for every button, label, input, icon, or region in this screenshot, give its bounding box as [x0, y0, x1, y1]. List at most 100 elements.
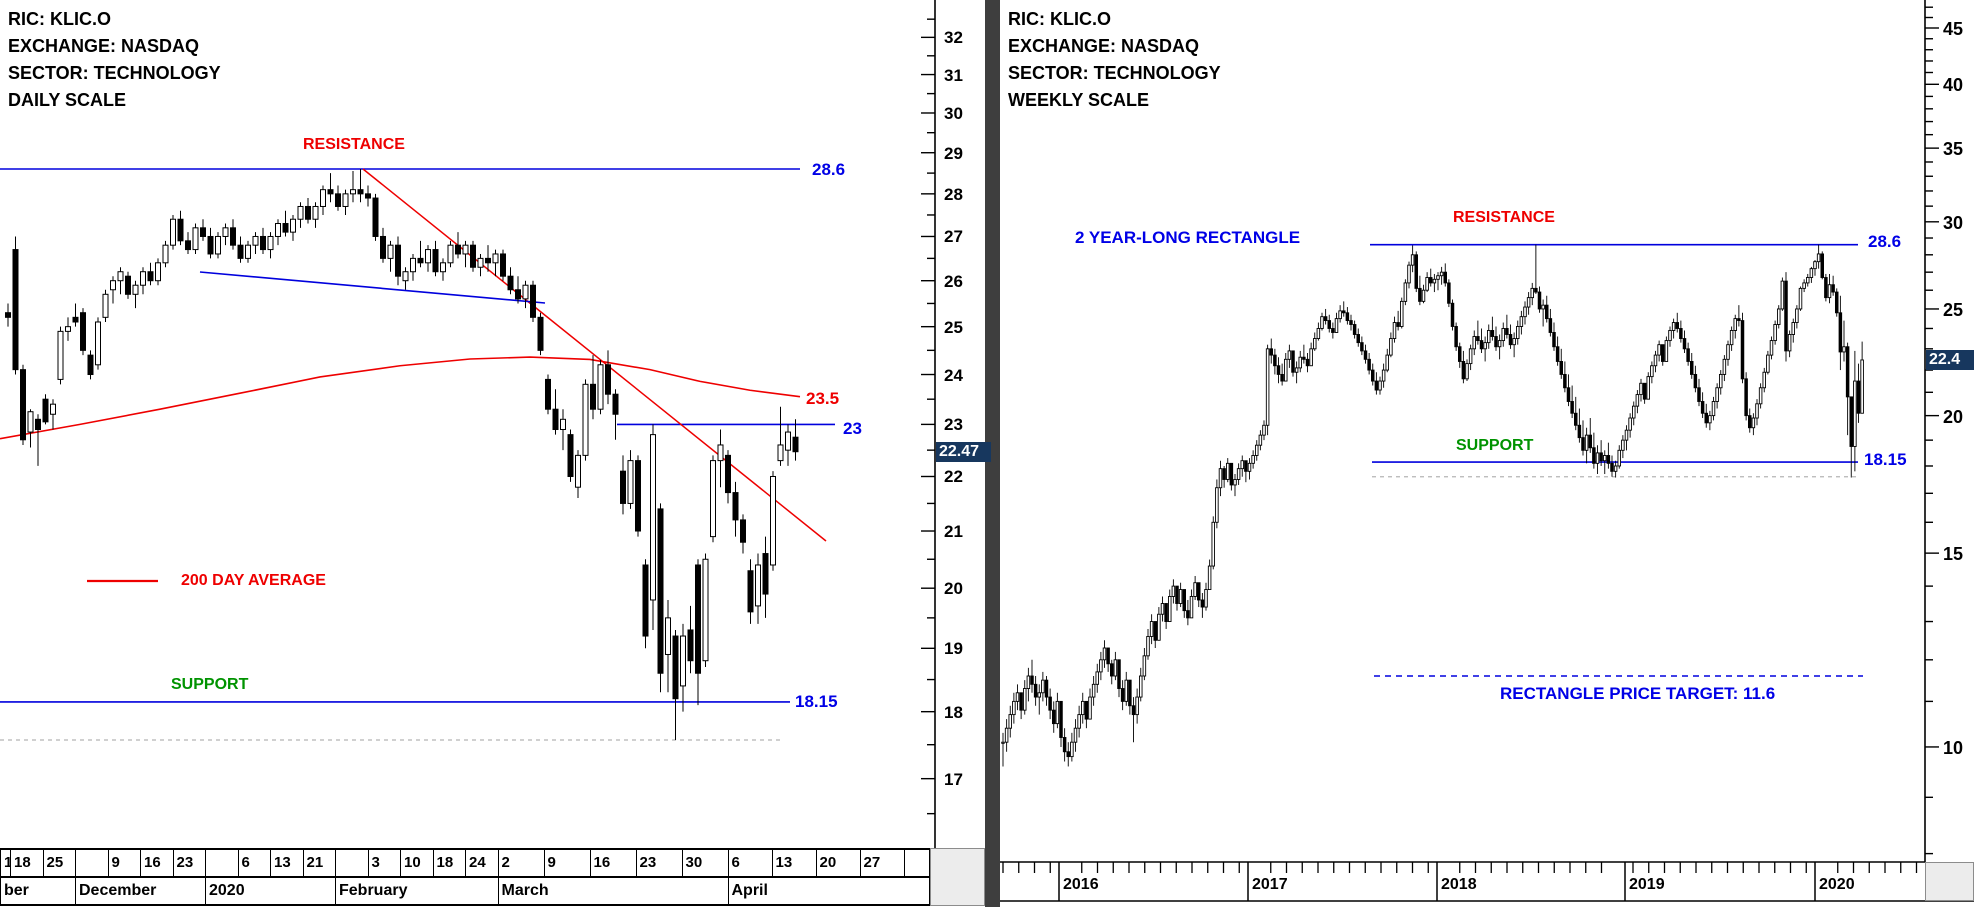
daily-candle-body	[417, 257, 424, 264]
daily-week-cell-16: 2	[497, 849, 544, 876]
daily-y-label-18: 18	[944, 702, 963, 722]
weekly-candle-body	[1077, 714, 1081, 729]
daily-candle-body	[95, 321, 101, 366]
weekly-candle-body	[1606, 455, 1611, 464]
weekly-candle-body	[1088, 696, 1092, 720]
daily-last-price-tag: 22.47	[936, 441, 991, 462]
weekly-candle-body	[1479, 340, 1484, 350]
daily-candle-body	[237, 244, 244, 259]
weekly-candle-body	[1204, 589, 1208, 608]
weekly-candle-body	[1483, 342, 1487, 350]
weekly-candle-body	[1091, 683, 1096, 698]
weekly-y-label-20: 20	[1943, 406, 1964, 427]
weekly-candle-body	[1523, 306, 1527, 318]
weekly-candle-body	[1834, 291, 1839, 314]
weekly-candle-body	[1302, 356, 1306, 360]
daily-week-cell-18: 16	[589, 849, 636, 876]
weekly-candle-body	[1776, 308, 1781, 325]
daily-candle-body	[155, 262, 161, 282]
daily-week-cell-2: 25	[42, 849, 76, 876]
weekly-candle-body	[1827, 284, 1832, 299]
panel-separator	[985, 0, 1000, 907]
weekly-candle-body	[1595, 452, 1600, 464]
daily-candle-body	[590, 383, 596, 410]
daily-candle-body	[732, 492, 739, 521]
daily-candle-body	[402, 271, 409, 282]
daily-scale: DAILY SCALE	[8, 90, 127, 110]
daily-candle-body	[447, 244, 454, 264]
daily-candle-body	[12, 249, 19, 371]
daily-month-February: February	[335, 877, 498, 904]
weekly-rectangle-label: 2 YEAR-LONG RECTANGLE	[1075, 228, 1301, 247]
daily-candle-body	[627, 460, 634, 504]
daily-week-cell-12: 3	[367, 849, 401, 876]
weekly-candle-body	[1356, 334, 1360, 344]
daily-sector: SECTOR: TECHNOLOGY	[8, 63, 221, 83]
daily-week-cell-6: 23	[172, 849, 206, 876]
daily-candle-body	[320, 189, 326, 207]
weekly-candle-body	[1062, 737, 1067, 753]
weekly-last-price-tag: 22.4	[1926, 349, 1974, 370]
daily-candle-body	[102, 293, 109, 318]
weekly-candle-body	[1715, 387, 1719, 402]
weekly-candle-body	[1421, 289, 1426, 302]
weekly-candle-body	[1341, 310, 1346, 314]
weekly-candle-body	[1494, 336, 1498, 348]
daily-candle-body	[372, 197, 379, 237]
weekly-candle-body	[1370, 369, 1375, 382]
weekly-candle-body	[1193, 582, 1197, 597]
weekly-candle-body	[1515, 326, 1520, 339]
daily-candle-body	[470, 244, 476, 268]
daily-xaxis-top-border	[0, 848, 930, 850]
weekly-candle-body	[1457, 346, 1462, 362]
daily-week-cell-20: 30	[681, 849, 728, 876]
daily-y-label-19: 19	[944, 639, 963, 659]
daily-month-ber: ber	[0, 877, 75, 904]
weekly-ric: RIC: KLIC.O	[1008, 9, 1111, 29]
weekly-candle-body	[1251, 455, 1255, 464]
weekly-candle-body	[1164, 603, 1168, 622]
daily-candle-body	[492, 253, 499, 264]
weekly-candle-body	[1102, 647, 1107, 661]
weekly-candle-body	[1099, 659, 1103, 673]
daily-month-March: March	[497, 877, 728, 904]
daily-y-label-25: 25	[944, 317, 963, 337]
weekly-candle-body	[1345, 312, 1350, 322]
weekly-candle-body	[1291, 350, 1295, 373]
daily-week-cell-17: 9	[543, 849, 590, 876]
weekly-candle-body	[1664, 340, 1669, 362]
weekly-support-label: SUPPORT	[1456, 437, 1534, 454]
weekly-candle-body	[1240, 460, 1244, 470]
weekly-candle-body	[1584, 434, 1589, 451]
weekly-candle-body	[1312, 338, 1317, 350]
weekly-candle-body	[1023, 688, 1027, 711]
weekly-candle-body	[1686, 348, 1690, 362]
weekly-candle-body	[1305, 358, 1310, 367]
weekly-candle-body	[1273, 354, 1277, 367]
daily-candle-body	[290, 218, 296, 233]
daily-candle-body	[260, 235, 266, 251]
weekly-y-label-45: 45	[1943, 19, 1964, 39]
weekly-candle-body	[1385, 354, 1389, 371]
daily-candle-body	[5, 312, 11, 318]
weekly-candle-body	[1447, 282, 1451, 304]
daily-week-cell-4: 9	[107, 849, 141, 876]
weekly-candle-body	[1599, 452, 1603, 462]
weekly-candle-body	[1080, 700, 1085, 716]
daily-candle-body	[387, 244, 394, 259]
daily-price-28-6: 28.6	[812, 160, 846, 179]
weekly-candle-body	[1367, 358, 1371, 371]
daily-y-label-20: 20	[944, 579, 963, 599]
weekly-candle-body	[1465, 363, 1469, 380]
weekly-candle-body	[1733, 318, 1737, 331]
daily-y-label-22: 22	[944, 467, 963, 487]
weekly-candle-body	[1396, 322, 1400, 327]
weekly-candle-body	[1269, 348, 1273, 356]
weekly-year-label-2016: 2016	[1063, 876, 1099, 893]
weekly-candle-body	[1628, 417, 1632, 431]
daily-y-label-29: 29	[944, 143, 963, 163]
weekly-candle-body	[1624, 429, 1629, 441]
daily-candle-body	[147, 271, 154, 282]
